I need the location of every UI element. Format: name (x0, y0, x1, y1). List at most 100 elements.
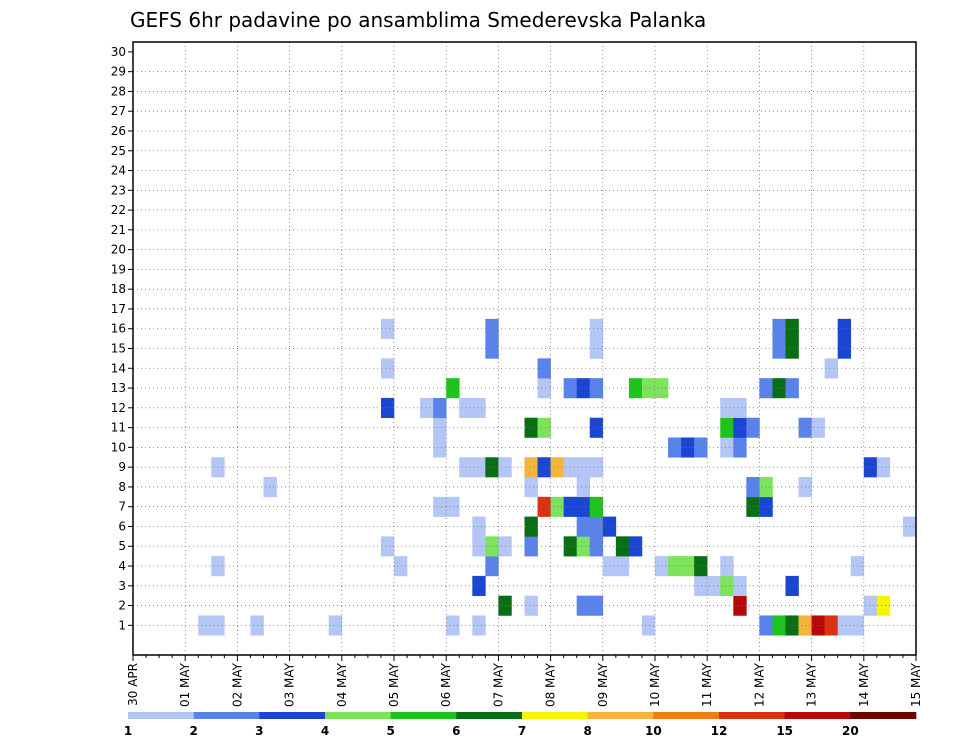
x-tick-label: 15 MAY (909, 662, 923, 707)
heatmap-cell (485, 318, 499, 339)
heatmap-cell (380, 536, 395, 557)
heatmap-cell (524, 516, 538, 537)
legend-swatch (390, 712, 457, 719)
x-tick-label: 02 MAY (230, 662, 244, 707)
heatmap-cell (576, 516, 591, 537)
heatmap-cell (433, 437, 447, 458)
heatmap-cell (615, 556, 630, 577)
x-tick-label: 13 MAY (805, 662, 819, 707)
heatmap-cell (668, 437, 682, 458)
heatmap-cell (628, 378, 643, 399)
x-tick-label: 06 MAY (439, 662, 453, 707)
heatmap-cell (563, 496, 577, 517)
heatmap-cell (472, 575, 486, 596)
heatmap-cell (837, 615, 852, 636)
heatmap-cell (589, 417, 604, 438)
heatmap-cell (785, 338, 799, 359)
legend-swatch (193, 712, 260, 719)
y-tick-label: 21 (111, 223, 126, 237)
heatmap-cell (433, 417, 447, 438)
y-tick-label: 7 (118, 500, 126, 514)
heatmap-cell (433, 397, 447, 419)
heatmap-cell (733, 437, 747, 458)
heatmap-cell (563, 536, 577, 557)
heatmap-cell (537, 358, 551, 379)
heatmap-cell (785, 615, 799, 636)
heatmap-cell (589, 536, 604, 557)
heatmap-cell (589, 338, 604, 359)
heatmap-cell (198, 615, 212, 636)
heatmap-cell (589, 318, 604, 339)
legend-swatch (325, 712, 391, 719)
legend-swatch (587, 712, 654, 719)
y-tick-label: 30 (111, 45, 126, 59)
legend-label: 15 (776, 724, 793, 738)
y-tick-label: 19 (111, 262, 126, 276)
legend-label: 10 (645, 724, 662, 738)
y-tick-label: 10 (111, 440, 126, 454)
chart-title: GEFS 6hr padavine po ansamblima Smederev… (130, 8, 706, 32)
heatmap-cell (485, 536, 499, 557)
y-tick-label: 16 (111, 322, 126, 336)
x-tick-label: 14 MAY (857, 662, 871, 707)
heatmap-cell (524, 595, 538, 616)
heatmap-cell (589, 378, 604, 399)
legend-label: 12 (711, 724, 728, 738)
legend-label: 7 (518, 724, 526, 738)
heatmap-cell (537, 496, 551, 517)
heatmap-cell (694, 437, 708, 458)
heatmap-cell (524, 417, 538, 438)
heatmap-cell (811, 417, 825, 438)
heatmap-cell (628, 536, 643, 557)
y-axis-ticks: 1234567891011121314151617181920212223242… (111, 45, 133, 632)
heatmap-cell (576, 477, 591, 498)
heatmap-cell (485, 556, 499, 577)
heatmap-cell (681, 437, 695, 458)
heatmap-cell (472, 536, 486, 557)
y-tick-label: 6 (118, 519, 126, 533)
y-tick-label: 4 (118, 559, 126, 573)
y-tick-label: 18 (111, 282, 126, 296)
heatmap-cell (733, 595, 747, 616)
y-tick-label: 12 (111, 401, 126, 415)
grid-lines (133, 42, 916, 655)
y-tick-label: 24 (111, 164, 126, 178)
y-tick-label: 2 (118, 599, 126, 613)
heatmap-cell (772, 378, 786, 399)
heatmap-cell (420, 397, 434, 419)
heatmap-cell (876, 595, 891, 616)
y-tick-label: 1 (118, 618, 126, 632)
legend-swatch (850, 712, 917, 719)
heatmap-cell (380, 318, 395, 339)
y-tick-label: 23 (111, 183, 126, 197)
heatmap-cell (472, 615, 486, 636)
heatmap-cell (472, 397, 486, 419)
legend-label: 8 (583, 724, 591, 738)
heatmap-cell (328, 615, 343, 636)
y-tick-label: 26 (111, 124, 126, 138)
heatmap-cell (772, 318, 786, 339)
heatmap-cell (589, 496, 604, 517)
y-tick-label: 13 (111, 381, 126, 395)
legend-label: 4 (321, 724, 329, 738)
y-tick-label: 27 (111, 104, 126, 118)
x-tick-label: 11 MAY (700, 662, 714, 707)
heatmap-cell (576, 536, 591, 557)
heatmap-cell (837, 318, 852, 339)
heatmap-cell (772, 615, 786, 636)
heatmap-cell (524, 477, 538, 498)
heatmap-cell (472, 457, 486, 478)
y-tick-label: 17 (111, 302, 126, 316)
heatmap-cell (380, 358, 395, 379)
legend-label: 5 (386, 724, 394, 738)
heatmap-cell (785, 575, 799, 596)
heatmap-cell (785, 378, 799, 399)
heatmap-cell (733, 397, 747, 419)
heatmap-cell (485, 338, 499, 359)
x-tick-label: 08 MAY (544, 662, 558, 707)
heatmap-cell (380, 397, 395, 419)
y-tick-label: 11 (111, 421, 126, 435)
heatmap-cell (720, 575, 734, 596)
heatmap-cell (668, 556, 682, 577)
